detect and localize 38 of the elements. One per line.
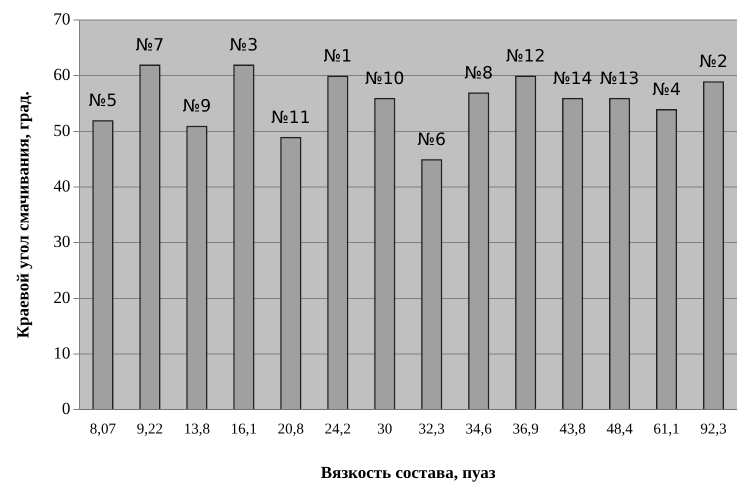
x-tick-label: 36,9 bbox=[512, 422, 539, 438]
annotation: №2 bbox=[699, 52, 728, 72]
annotation: №9 bbox=[182, 96, 212, 117]
x-tick-label: 24,2 bbox=[324, 422, 351, 438]
annotation: №14 bbox=[552, 68, 592, 89]
y-tick-label: 0 bbox=[62, 399, 70, 418]
annotation: №12 bbox=[506, 46, 546, 67]
y-tick-label: 70 bbox=[53, 9, 70, 28]
annotation: №13 bbox=[600, 68, 640, 89]
y-tick-label: 60 bbox=[53, 65, 70, 84]
x-tick-label: 8,07 bbox=[90, 422, 117, 438]
x-tick-label: 20,8 bbox=[278, 422, 304, 438]
annotation: №3 bbox=[230, 35, 258, 56]
annotation: №1 bbox=[323, 46, 352, 67]
y-axis-title: Краевой угол смачивания, град. bbox=[14, 91, 33, 338]
x-tick-label: 16,1 bbox=[230, 422, 257, 438]
annotation: №4 bbox=[652, 80, 681, 100]
x-tick-label: 43,8 bbox=[559, 422, 586, 438]
annotation: №5 bbox=[88, 91, 118, 112]
x-tick-label: 61,1 bbox=[653, 422, 680, 438]
y-tick-label: 20 bbox=[53, 288, 70, 307]
y-tick-label: 10 bbox=[53, 343, 70, 362]
x-tick-label: 13,8 bbox=[184, 422, 210, 438]
annotation: №11 bbox=[271, 108, 310, 128]
annotation: №10 bbox=[365, 68, 404, 89]
y-tick-label: 50 bbox=[53, 120, 70, 140]
x-tick-label: 32,3 bbox=[418, 422, 445, 438]
annotation: №7 bbox=[136, 35, 164, 56]
x-tick-label: 30 bbox=[377, 422, 392, 438]
x-tick-label: 92,3 bbox=[700, 422, 727, 438]
annotation: №8 bbox=[464, 63, 493, 84]
x-axis-title: Вязкость состава, пуаз bbox=[320, 463, 496, 482]
y-tick-label: 40 bbox=[53, 176, 70, 196]
x-tick-label: 9,22 bbox=[136, 422, 163, 438]
x-tick-label: 48,4 bbox=[606, 422, 634, 438]
x-tick-label: 34,6 bbox=[466, 422, 492, 438]
y-tick-label: 30 bbox=[53, 232, 70, 252]
annotation: №6 bbox=[417, 130, 446, 150]
